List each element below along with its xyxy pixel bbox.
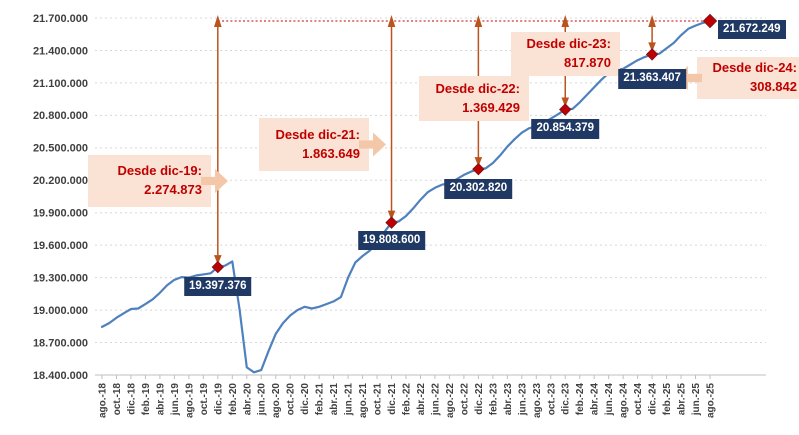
x-tick-label: abr.-24 [590,383,601,416]
x-tick-label: dic.-21 [387,383,398,415]
x-tick-label: dic.-18 [126,383,137,415]
arrowhead-down-icon [387,210,396,221]
x-tick-label: jun.-19 [170,383,181,417]
x-tick-label: feb.-20 [228,383,239,416]
x-tick-label: jun.-22 [430,383,441,417]
x-tick-label: oct.-21 [373,383,384,416]
x-tick-label: jun.-24 [604,383,615,417]
arrowhead-down-icon [214,255,222,265]
arrowhead-up-icon [561,15,570,28]
x-tick-label: oct.-22 [459,383,470,416]
y-tick-label: 18.700.000 [33,337,88,349]
x-tick-label: feb.-21 [315,383,326,416]
arrowhead-down-icon [474,157,483,167]
x-tick-label: oct.-24 [633,383,644,416]
marker-diamond-icon [702,13,718,29]
y-tick-label: 19.300.000 [33,272,88,284]
marker-diamond-icon [385,216,398,229]
x-tick-label: ago.-18 [98,383,109,418]
x-tick-label: dic.-19 [213,383,224,415]
x-tick-label: feb.-22 [402,383,413,416]
x-tick-label: jun.-20 [257,383,268,417]
y-tick-label: 19.600.000 [33,240,88,252]
x-tick-label: oct.-18 [112,383,123,416]
x-tick-label: abr.-25 [677,383,688,416]
x-tick-label: feb.-23 [488,383,499,416]
y-tick-label: 21.700.000 [33,13,88,25]
x-tick-label: ago.-25 [706,383,717,418]
x-tick-label: oct.-23 [546,383,557,416]
x-tick-label: jun.-21 [344,383,355,417]
x-tick-label: ago.-23 [532,383,543,418]
arrowhead-up-icon [387,15,396,28]
x-tick-label: dic.-23 [561,383,572,415]
x-tick-label: abr.-22 [416,383,427,416]
arrowhead-down-icon [648,42,656,52]
x-tick-label: ago.-21 [358,383,369,418]
x-tick-label: ago.-24 [619,383,630,418]
x-tick-label: dic.-22 [474,383,485,415]
y-tick-label: 19.000.000 [33,305,88,317]
x-tick-label: oct.-20 [286,383,297,416]
x-tick-label: abr.-21 [329,383,340,416]
x-tick-label: jun.-25 [691,383,702,417]
marker-diamond-icon [211,260,225,274]
x-tick-label: abr.-20 [242,383,253,416]
marker-diamond-icon [472,162,485,176]
series-line [100,19,712,374]
x-tick-label: feb.-19 [141,383,152,416]
arrowhead-up-icon [214,15,222,28]
x-tick-label: feb.-25 [662,383,673,416]
arrowhead-up-icon [648,15,656,28]
y-tick-label: 21.100.000 [33,78,88,90]
y-tick-label: 20.500.000 [33,143,88,155]
x-tick-label: dic.-24 [648,383,659,415]
x-tick-label: ago.-22 [445,383,456,418]
x-tick-label: jun.-23 [517,383,528,417]
x-tick-label: ago.-20 [271,383,282,418]
y-tick-label: 20.200.000 [33,175,88,187]
y-tick-label: 20.800.000 [33,110,88,122]
y-tick-label: 21.400.000 [33,45,88,57]
marker-diamond-icon [559,103,572,116]
y-tick-label: 18.400.000 [33,370,88,382]
y-tick-label: 19.900.000 [33,208,88,220]
marker-diamond-icon [645,48,659,61]
x-tick-label: dic.-20 [300,383,311,415]
arrowhead-down-icon [561,97,570,107]
x-tick-label: ago.-19 [184,383,195,418]
x-tick-label: oct.-19 [199,383,210,416]
x-tick-label: abr.-23 [503,383,514,416]
x-tick-label: feb.-24 [575,383,586,416]
x-tick-label: abr.-19 [155,383,166,416]
arrowhead-up-icon [474,15,483,28]
